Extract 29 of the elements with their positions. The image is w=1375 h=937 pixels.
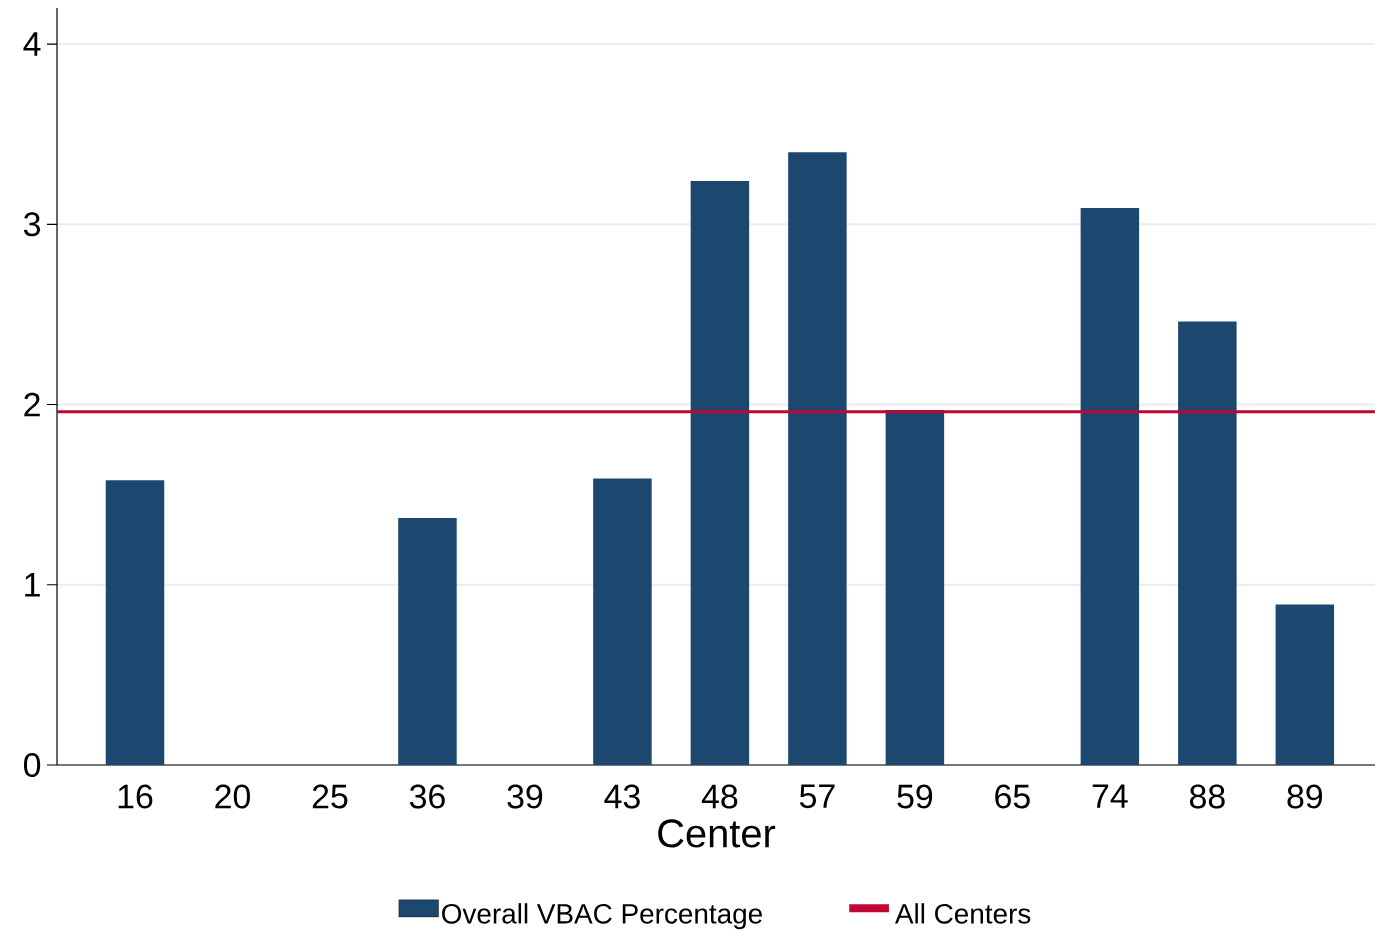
x-tick-label: 89: [1287, 784, 1323, 809]
legend-label: All Centers: [894, 903, 1031, 924]
bar: [1178, 321, 1237, 765]
x-axis-title: Center: [658, 819, 776, 848]
x-tick-label: 65: [995, 784, 1030, 809]
bar: [105, 480, 165, 765]
bar: [1275, 604, 1335, 765]
bar: [593, 478, 652, 765]
y-tick-label: 1: [25, 573, 40, 597]
x-tick-label: 48: [701, 784, 738, 809]
x-tick-label: 59: [897, 784, 933, 809]
bar: [788, 152, 847, 765]
x-tick-label: 36: [409, 784, 445, 809]
x-tick-label: 39: [507, 784, 543, 809]
x-tick-label: 25: [312, 784, 348, 809]
bar: [1080, 208, 1140, 765]
x-tick-label: 16: [118, 784, 153, 809]
x-tick-label: 57: [799, 784, 835, 809]
y-tick-label: 3: [23, 212, 40, 237]
y-tick-label: 2: [24, 392, 40, 417]
y-tick-label: 4: [23, 32, 41, 56]
x-tick-label: 74: [1092, 784, 1128, 808]
legend-label: Overall VBAC Percentage: [442, 903, 762, 930]
bar: [398, 518, 457, 765]
x-tick-label: 43: [604, 784, 640, 809]
x-tick-label: 88: [1189, 784, 1225, 809]
x-tick-label: 20: [215, 784, 250, 809]
bar: [690, 181, 750, 765]
y-tick-label: 0: [23, 753, 41, 777]
